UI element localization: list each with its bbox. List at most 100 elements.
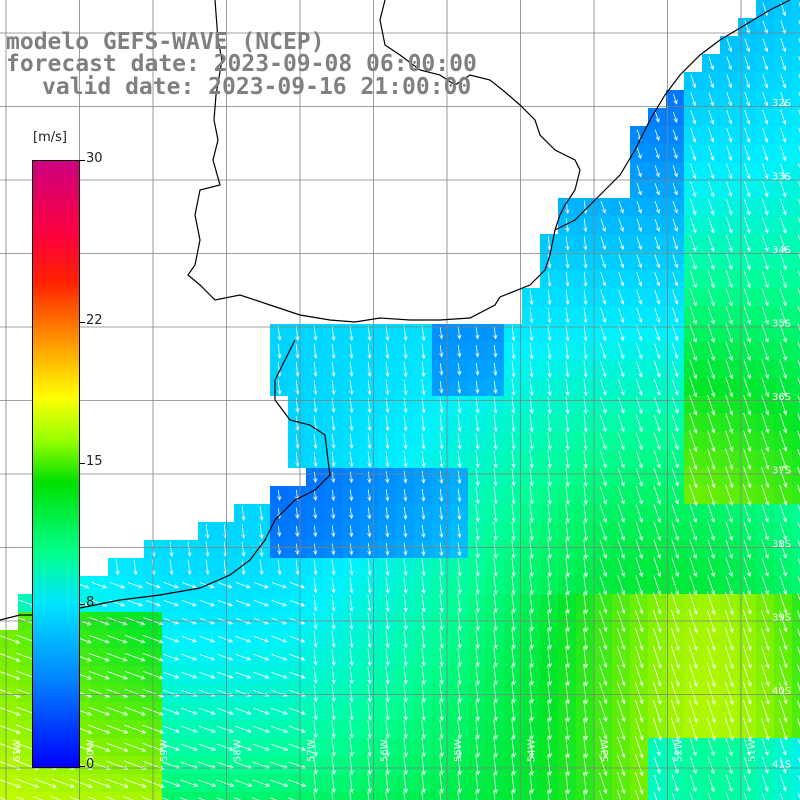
wind-arrow	[653, 738, 661, 757]
wind-arrow	[88, 634, 110, 644]
wind-arrow	[724, 699, 734, 724]
wind-arrow	[583, 539, 588, 560]
wind-arrow	[15, 778, 40, 788]
wind-arrow	[635, 592, 644, 615]
colorbar-tick-label: 22	[86, 312, 103, 328]
wind-arrow	[367, 630, 372, 649]
wind-arrow	[742, 645, 752, 670]
wind-arrow	[252, 779, 271, 787]
wind-arrow	[689, 305, 697, 325]
wind-arrow	[743, 792, 748, 800]
wind-arrow	[457, 470, 462, 485]
wind-arrow	[277, 379, 282, 395]
wind-arrow	[295, 415, 300, 431]
wind-arrow	[403, 542, 408, 556]
wind-arrow	[349, 433, 354, 450]
wind-arrow	[547, 521, 552, 542]
wind-arrow	[439, 397, 444, 414]
wind-arrow	[671, 450, 679, 469]
wind-arrow	[349, 325, 354, 342]
wind-arrow	[743, 466, 752, 489]
wind-speed-cell	[18, 792, 36, 800]
wind-arrow	[798, 181, 800, 188]
wind-arrow	[689, 412, 698, 434]
wind-arrow	[726, 145, 733, 162]
wind-arrow	[511, 486, 516, 505]
wind-arrow	[743, 288, 751, 307]
wind-arrow	[457, 629, 462, 650]
wind-arrow	[421, 471, 426, 484]
wind-arrow	[743, 305, 751, 325]
longitude-label: 55W	[453, 739, 464, 762]
wind-arrow	[635, 396, 643, 415]
wind-arrow	[457, 488, 462, 503]
wind-arrow	[689, 252, 697, 271]
wind-arrow	[762, 56, 769, 71]
wind-arrow	[797, 718, 800, 728]
wind-arrow	[349, 343, 354, 360]
wind-arrow	[457, 594, 462, 613]
wind-arrow	[199, 671, 216, 679]
wind-arrow	[565, 289, 570, 306]
wind-arrow	[403, 630, 408, 649]
wind-arrow	[385, 737, 390, 758]
wind-arrow	[313, 543, 318, 556]
wind-arrow	[493, 380, 498, 395]
wind-arrow	[331, 433, 336, 450]
wind-arrow	[635, 485, 643, 505]
wind-arrow	[779, 522, 787, 541]
wind-arrow	[762, 163, 769, 180]
wind-arrow	[744, 56, 751, 71]
wind-arrow	[689, 394, 698, 416]
wind-arrow	[475, 380, 480, 394]
wind-arrow	[600, 272, 607, 287]
wind-speed-cell	[792, 540, 800, 558]
wind-arrow	[742, 699, 752, 724]
wind-arrow	[15, 796, 26, 800]
wind-arrow	[367, 507, 372, 520]
wind-speed-cell	[792, 252, 800, 270]
wind-arrow	[169, 541, 174, 558]
wind-arrow	[779, 756, 787, 774]
wind-arrow	[385, 791, 388, 800]
wind-arrow	[331, 361, 336, 378]
wind-arrow	[180, 707, 198, 715]
wind-arrow	[599, 396, 607, 415]
wind-arrow	[511, 521, 516, 541]
wind-arrow	[277, 559, 282, 576]
wind-arrow	[493, 414, 498, 433]
wind-arrow	[331, 415, 336, 432]
wind-arrow	[725, 377, 734, 398]
wind-arrow	[367, 325, 372, 342]
wind-speed-cell	[792, 414, 800, 432]
wind-arrow	[779, 413, 788, 434]
wind-arrow	[653, 557, 662, 578]
wind-arrow	[205, 523, 210, 540]
wind-speed-cell	[342, 792, 360, 800]
wind-arrow	[780, 20, 787, 35]
wind-arrow	[690, 110, 697, 125]
wind-arrow	[547, 503, 552, 524]
wind-arrow	[235, 600, 251, 607]
wind-arrow	[671, 557, 680, 578]
colorbar-tick-label: 0	[86, 757, 95, 772]
coastline-east	[554, 0, 791, 231]
wind-arrow	[295, 451, 300, 468]
wind-arrow	[565, 271, 570, 288]
wind-arrow	[403, 737, 408, 758]
wind-arrow	[511, 325, 516, 342]
wind-arrow	[565, 700, 570, 723]
wind-arrow	[706, 627, 716, 652]
wind-arrow	[797, 395, 800, 404]
wind-arrow	[547, 539, 552, 560]
wind-arrow	[529, 414, 534, 433]
wind-arrow	[670, 717, 680, 742]
wind-arrow	[547, 468, 552, 487]
wind-arrow	[689, 503, 697, 523]
wind-arrow	[529, 665, 534, 686]
wind-arrow	[635, 682, 644, 705]
wind-arrow	[385, 648, 390, 667]
wind-arrow	[761, 557, 769, 577]
wind-arrow	[635, 718, 644, 741]
wind-arrow	[599, 790, 604, 800]
